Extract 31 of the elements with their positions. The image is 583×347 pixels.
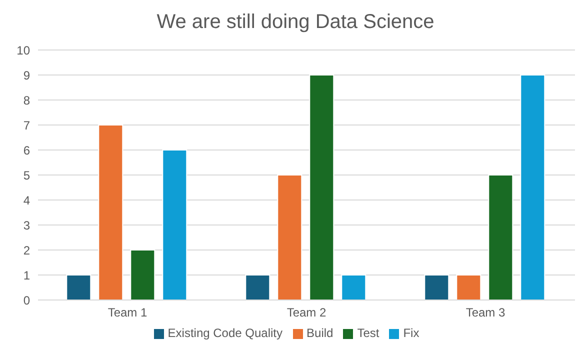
x-tick-label: Team 3 — [466, 306, 506, 320]
y-tick-label: 0 — [23, 293, 30, 308]
legend-label: Existing Code Quality — [168, 326, 283, 340]
x-tick-label: Team 2 — [286, 306, 326, 320]
bar — [456, 274, 482, 300]
y-tick-label: 7 — [23, 118, 30, 132]
bar — [341, 274, 366, 300]
bar — [277, 174, 302, 300]
y-tick-label: 8 — [23, 93, 30, 108]
bar — [66, 274, 92, 300]
y-tick-label: 1 — [23, 268, 30, 282]
y-tick-label: 3 — [23, 218, 30, 232]
y-tick-label: 5 — [23, 168, 30, 182]
bar — [520, 74, 546, 300]
bar — [162, 150, 188, 300]
legend-label: Test — [357, 326, 380, 340]
y-tick-label: 4 — [23, 193, 30, 208]
y-tick-label: 9 — [23, 68, 30, 82]
bar — [424, 274, 450, 300]
bar — [309, 74, 334, 300]
bar — [98, 124, 124, 300]
y-tick-label: 6 — [23, 143, 30, 158]
legend-label: Fix — [403, 326, 420, 340]
bar — [245, 274, 270, 300]
y-tick-label: 10 — [16, 43, 30, 58]
legend-label: Build — [306, 326, 334, 340]
bar — [130, 250, 156, 300]
chart-title: We are still doing Data Science — [156, 10, 436, 35]
bar — [488, 174, 514, 300]
y-tick-label: 2 — [23, 243, 30, 258]
x-tick-label: Team 1 — [108, 306, 148, 320]
